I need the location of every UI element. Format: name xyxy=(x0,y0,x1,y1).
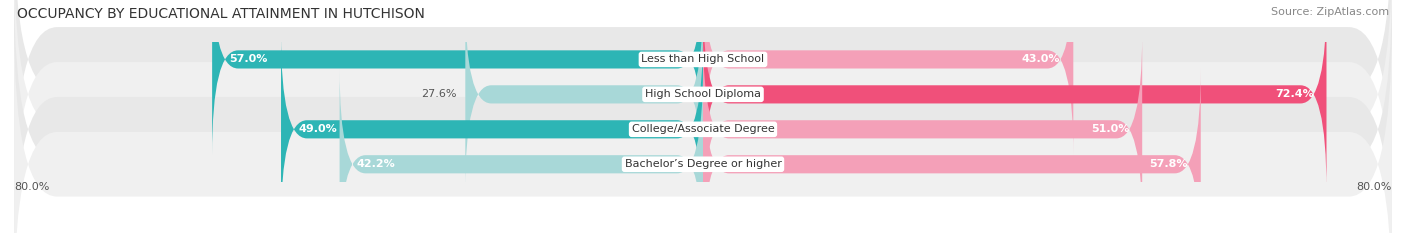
Text: 80.0%: 80.0% xyxy=(14,182,49,192)
FancyBboxPatch shape xyxy=(703,69,1201,233)
FancyBboxPatch shape xyxy=(14,0,1392,202)
FancyBboxPatch shape xyxy=(703,34,1142,225)
Text: College/Associate Degree: College/Associate Degree xyxy=(631,124,775,134)
FancyBboxPatch shape xyxy=(340,69,703,233)
Text: 27.6%: 27.6% xyxy=(422,89,457,99)
Text: 57.8%: 57.8% xyxy=(1149,159,1188,169)
FancyBboxPatch shape xyxy=(14,22,1392,233)
Text: 43.0%: 43.0% xyxy=(1022,55,1060,64)
Text: 57.0%: 57.0% xyxy=(229,55,267,64)
Text: 49.0%: 49.0% xyxy=(298,124,337,134)
FancyBboxPatch shape xyxy=(703,0,1326,190)
Text: 51.0%: 51.0% xyxy=(1091,124,1129,134)
Text: 42.2%: 42.2% xyxy=(357,159,395,169)
Text: Bachelor’s Degree or higher: Bachelor’s Degree or higher xyxy=(624,159,782,169)
Text: Less than High School: Less than High School xyxy=(641,55,765,64)
FancyBboxPatch shape xyxy=(212,0,703,155)
Text: 72.4%: 72.4% xyxy=(1275,89,1313,99)
FancyBboxPatch shape xyxy=(465,0,703,190)
FancyBboxPatch shape xyxy=(703,0,1073,155)
FancyBboxPatch shape xyxy=(281,34,703,225)
FancyBboxPatch shape xyxy=(14,0,1392,233)
Text: OCCUPANCY BY EDUCATIONAL ATTAINMENT IN HUTCHISON: OCCUPANCY BY EDUCATIONAL ATTAINMENT IN H… xyxy=(17,7,425,21)
FancyBboxPatch shape xyxy=(14,0,1392,233)
Text: High School Diploma: High School Diploma xyxy=(645,89,761,99)
Text: 80.0%: 80.0% xyxy=(1357,182,1392,192)
Text: Source: ZipAtlas.com: Source: ZipAtlas.com xyxy=(1271,7,1389,17)
